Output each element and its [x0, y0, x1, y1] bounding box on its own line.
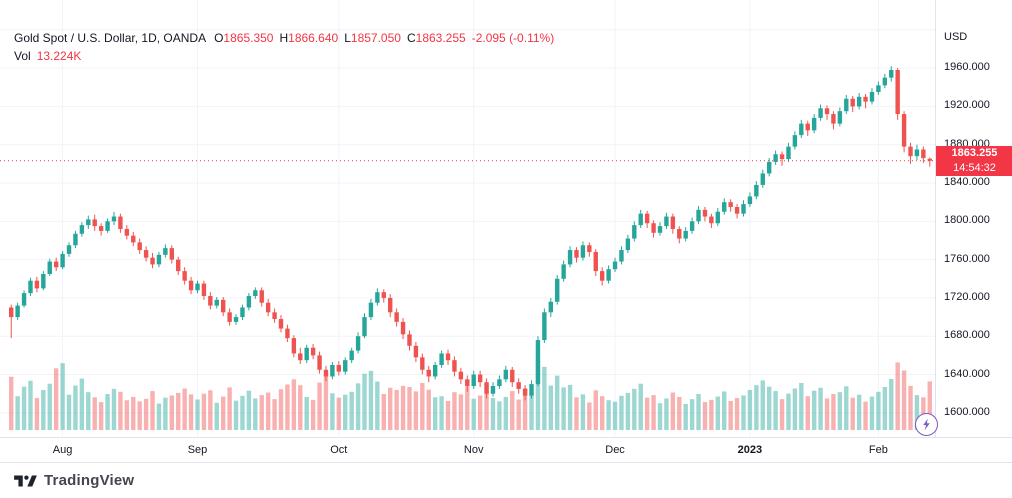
- low-value: 1857.050: [350, 31, 401, 45]
- close-value: 1863.255: [415, 31, 466, 45]
- ohlc-row: Gold Spot / U.S. Dollar, 1D, OANDA O1865…: [14, 29, 554, 47]
- tradingview-brand[interactable]: TradingView: [44, 472, 135, 489]
- lightning-icon: [921, 418, 932, 431]
- low-pair: L1857.050: [344, 31, 401, 45]
- symbol-legend: Gold Spot / U.S. Dollar, 1D, OANDA O1865…: [14, 29, 554, 65]
- tradingview-logo-icon[interactable]: [14, 473, 37, 489]
- time-axis-label[interactable]: Sep: [187, 444, 208, 456]
- price-axis-label: 1760.000: [944, 252, 990, 265]
- high-label: H: [279, 31, 289, 45]
- change-value: -2.095 (-0.11%): [471, 31, 555, 45]
- high-value: 1866.640: [288, 31, 339, 45]
- candles-series: [9, 66, 932, 401]
- footer-bar: TradingView: [0, 462, 1012, 498]
- price-axis-label: 1600.000: [944, 405, 990, 418]
- last-price-tag: 1863.255 14:54:32: [936, 145, 1012, 176]
- time-axis-label[interactable]: 2023: [737, 444, 763, 456]
- price-axis-label: 1800.000: [944, 214, 990, 227]
- price-axis-label: 1920.000: [944, 99, 990, 112]
- volume-label[interactable]: Vol: [14, 49, 31, 63]
- price-axis-label: 1640.000: [944, 367, 990, 380]
- price-axis-label: 1960.000: [944, 61, 990, 74]
- symbol-title[interactable]: Gold Spot / U.S. Dollar, 1D, OANDA: [14, 31, 207, 45]
- price-axis-label: 1840.000: [944, 176, 990, 188]
- last-price-value: 1863.255: [951, 146, 998, 159]
- time-axis-label[interactable]: Oct: [330, 444, 348, 456]
- goto-realtime-button[interactable]: [915, 413, 938, 436]
- open-label: O: [214, 31, 224, 45]
- close-label: C: [406, 31, 416, 45]
- time-axis-label[interactable]: Feb: [868, 444, 888, 456]
- low-label: L: [344, 31, 351, 45]
- currency-label: USD: [944, 31, 968, 43]
- high-pair: H1866.640: [279, 31, 338, 45]
- price-axis[interactable]: USD 1960.000 1920.000 1880.000 1840.000 1800…: [935, 0, 1012, 437]
- volume-value: 13.224K: [36, 49, 82, 63]
- time-axis-label[interactable]: Dec: [605, 444, 625, 456]
- time-axis-label[interactable]: Aug: [52, 444, 73, 456]
- volume-series: [9, 358, 932, 430]
- bar-countdown: 14:54:32: [953, 161, 996, 174]
- grid: [0, 0, 935, 437]
- open-pair: O1865.350: [214, 31, 273, 45]
- volume-row: Vol 13.224K: [14, 47, 554, 65]
- time-axis-label[interactable]: Nov: [463, 444, 484, 456]
- time-axis[interactable]: Aug Sep Oct Nov Dec 2023 Feb: [0, 437, 1012, 462]
- close-pair: C1863.255: [407, 31, 466, 45]
- open-value: 1865.350: [223, 31, 274, 45]
- price-axis-label: 1680.000: [944, 329, 990, 342]
- price-axis-label: 1720.000: [944, 290, 990, 303]
